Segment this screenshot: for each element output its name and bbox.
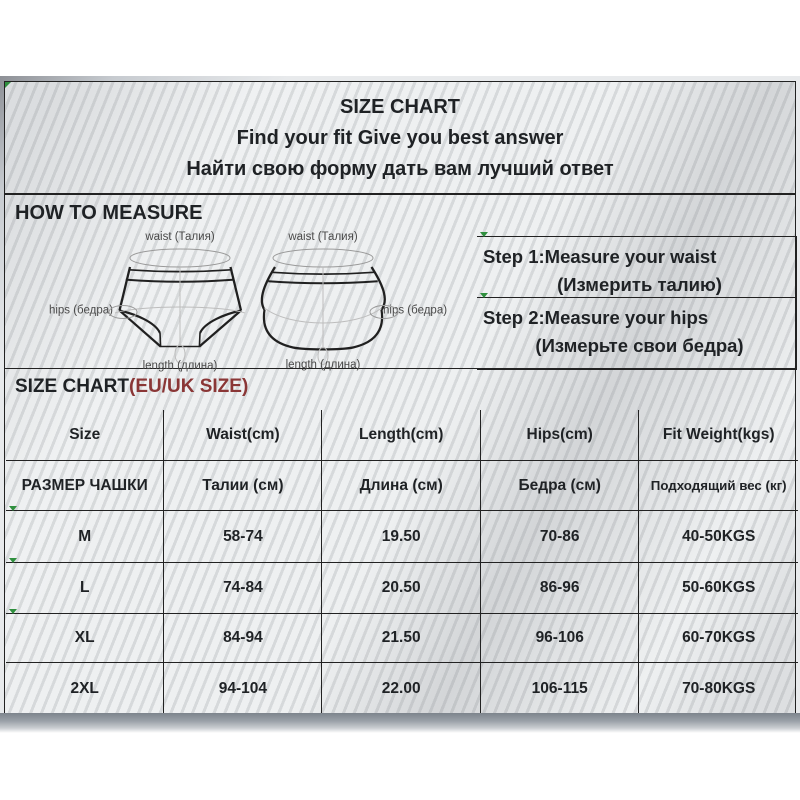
svg-text:waist (Талия): waist (Талия) <box>144 231 214 243</box>
svg-text:waist (Талия): waist (Талия) <box>287 231 357 243</box>
svg-text:hips (бедра): hips (бедра) <box>383 305 447 317</box>
svg-text:hips (бедра): hips (бедра) <box>49 305 113 317</box>
